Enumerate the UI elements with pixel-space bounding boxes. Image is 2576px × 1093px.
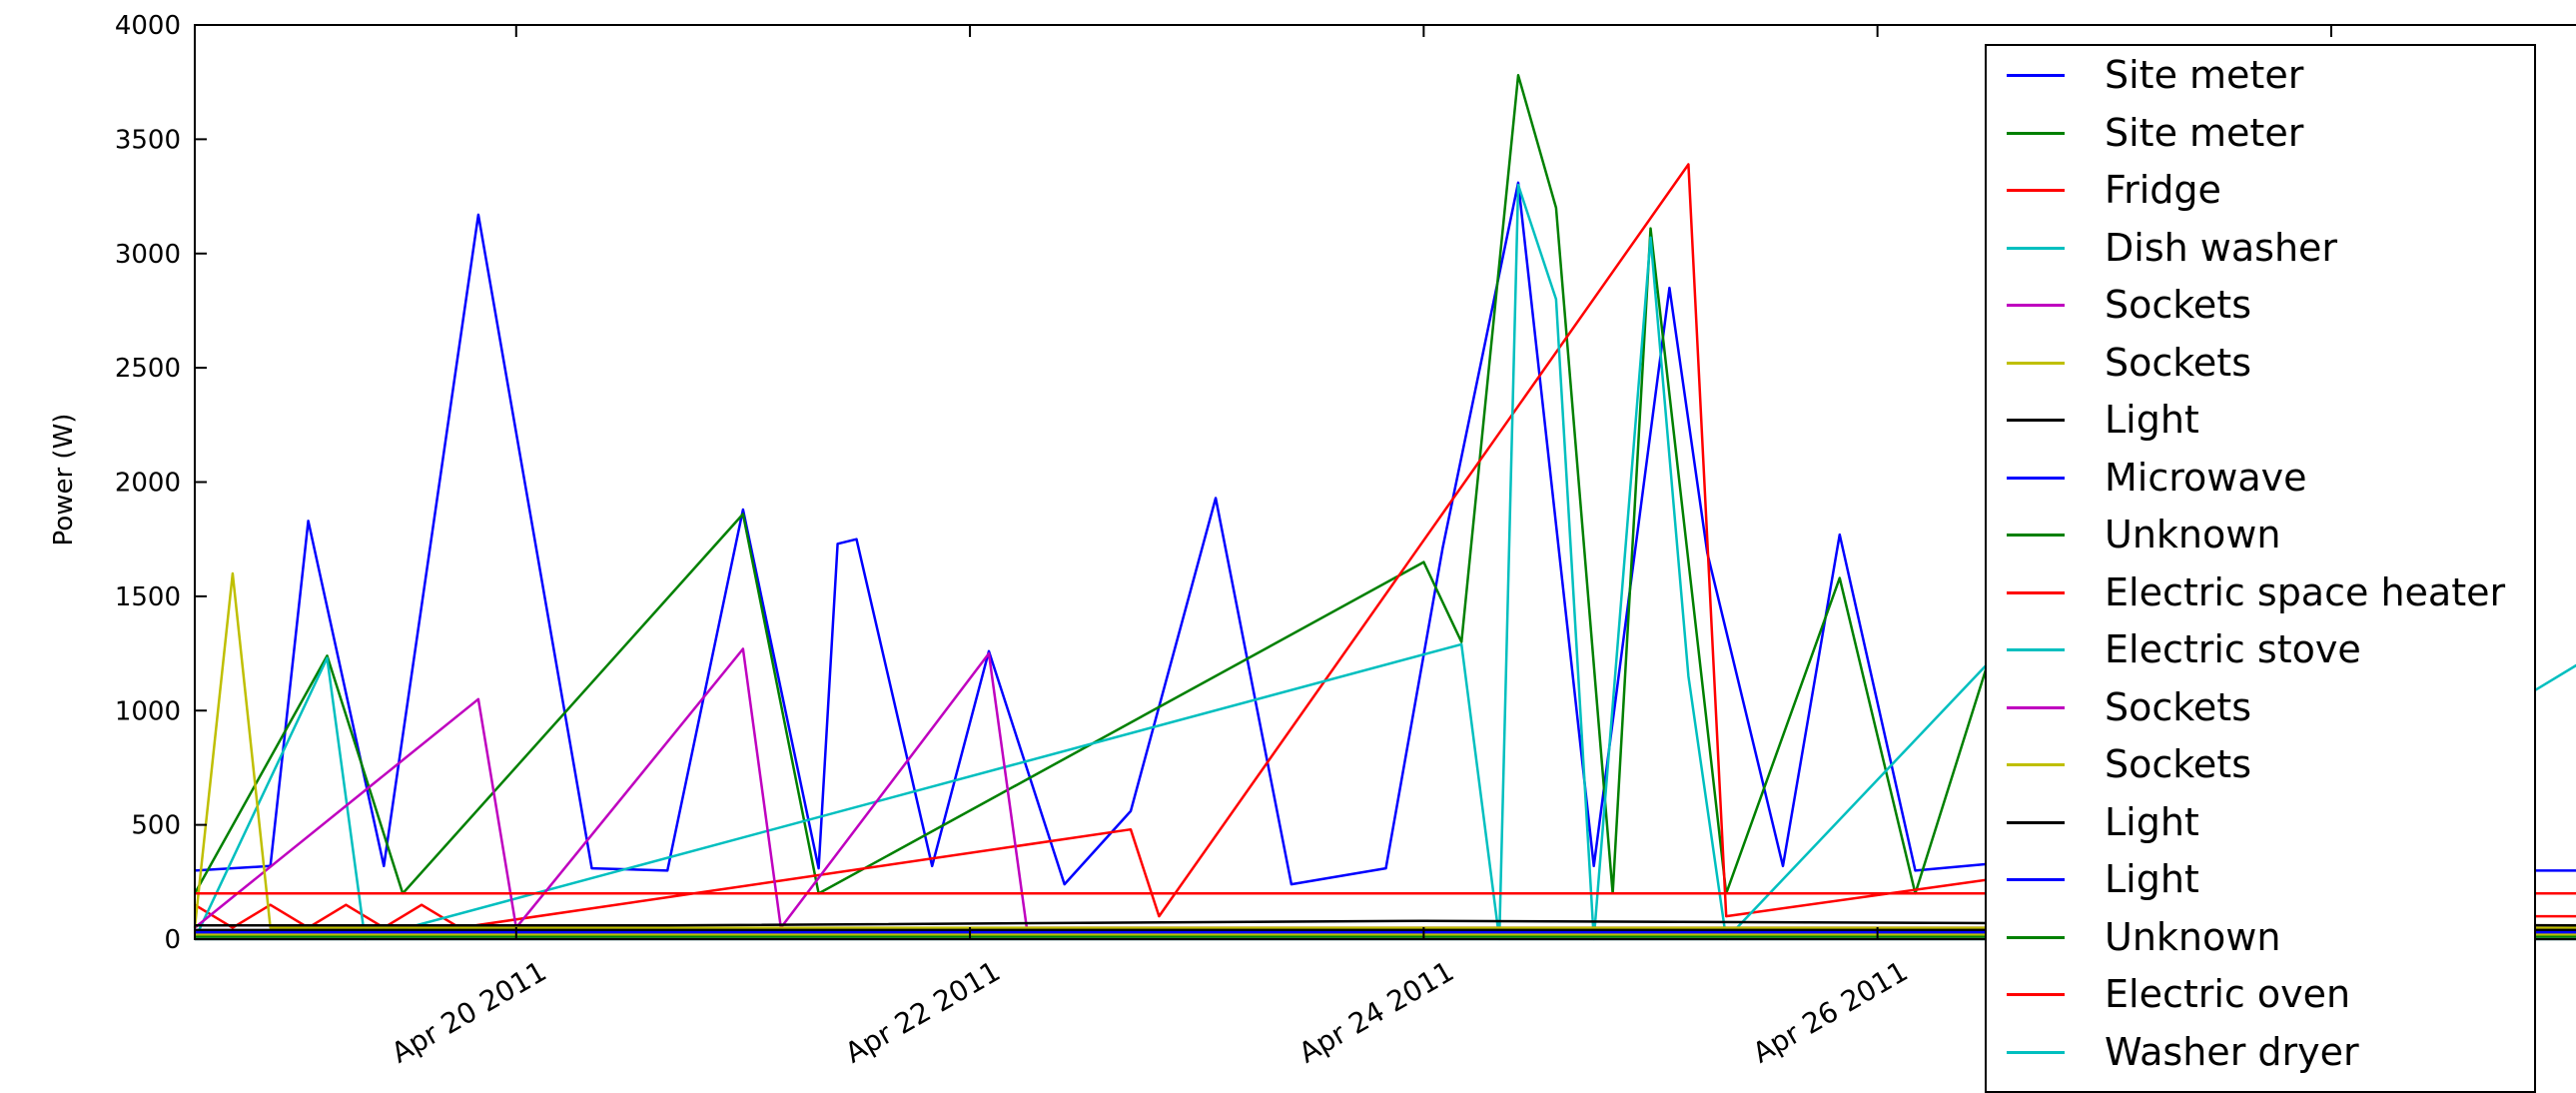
x-tick-label: Apr 26 2011 xyxy=(1747,954,1913,1069)
legend-item: Electric space heater xyxy=(1987,563,2534,620)
x-tick-label: Apr 20 2011 xyxy=(386,954,551,1069)
legend-item: Unknown xyxy=(1987,908,2534,965)
legend-item: Sockets xyxy=(1987,276,2534,333)
legend-label: Dish washer xyxy=(2105,225,2338,270)
legend-label: Electric space heater xyxy=(2105,569,2506,614)
y-tick-label: 500 xyxy=(131,811,181,841)
y-tick-label: 1000 xyxy=(115,696,181,726)
legend-swatch xyxy=(2007,74,2065,77)
legend-item: Fridge xyxy=(1987,161,2534,218)
legend-swatch xyxy=(2007,763,2065,766)
legend-label: Sockets xyxy=(2105,684,2251,729)
legend-item: Unknown xyxy=(1987,506,2534,562)
legend-item: Sockets xyxy=(1987,334,2534,391)
legend-item: Light xyxy=(1987,850,2534,907)
legend-label: Unknown xyxy=(2105,513,2281,556)
y-tick-label: 0 xyxy=(164,925,181,955)
legend-item: Light xyxy=(1987,793,2534,850)
legend-item: Site meter xyxy=(1987,46,2534,103)
legend-label: Washer dryer xyxy=(2105,1029,2359,1074)
legend: Site meter Site meter Fridge Dish washer Soc… xyxy=(1985,44,2536,1093)
x-tick-label: Apr 24 2011 xyxy=(1293,954,1459,1069)
y-tick-label: 4000 xyxy=(115,11,181,41)
legend-swatch xyxy=(2007,648,2065,651)
legend-swatch xyxy=(2007,419,2065,422)
legend-swatch xyxy=(2007,705,2065,709)
y-axis: 0 500 1000 1500 2000 2500 3000 3500 4000 xyxy=(115,11,207,955)
legend-label: Sockets xyxy=(2105,340,2251,385)
legend-label: Light xyxy=(2105,799,2199,844)
legend-label: Sockets xyxy=(2105,283,2251,327)
y-tick-label: 2000 xyxy=(115,469,181,499)
legend-item: Sockets xyxy=(1987,678,2534,735)
legend-label: Electric oven xyxy=(2105,972,2351,1016)
legend-swatch xyxy=(2007,131,2065,135)
legend-item: Dish washer xyxy=(1987,219,2534,276)
legend-label: Site meter xyxy=(2105,53,2304,97)
legend-swatch xyxy=(2007,189,2065,192)
legend-label: Sockets xyxy=(2105,742,2251,786)
legend-label: Electric stove xyxy=(2105,627,2361,671)
legend-label: Fridge xyxy=(2105,168,2221,212)
legend-swatch xyxy=(2007,246,2065,250)
legend-item: Microwave xyxy=(1987,449,2534,506)
legend-label: Site meter xyxy=(2105,110,2304,155)
legend-item: Electric oven xyxy=(1987,965,2534,1022)
y-tick-label: 3000 xyxy=(115,240,181,270)
legend-item: Electric stove xyxy=(1987,620,2534,677)
legend-item: Washer dryer xyxy=(1987,1023,2534,1080)
legend-swatch xyxy=(2007,1050,2065,1054)
legend-item: Light xyxy=(1987,391,2534,448)
y-tick-label: 1500 xyxy=(115,582,181,612)
legend-swatch xyxy=(2007,534,2065,537)
legend-label: Light xyxy=(2105,398,2199,442)
legend-swatch xyxy=(2007,476,2065,480)
legend-item: Sockets xyxy=(1987,735,2534,792)
legend-swatch xyxy=(2007,935,2065,939)
series-line-4 xyxy=(194,647,2576,929)
legend-swatch xyxy=(2007,361,2065,365)
legend-swatch xyxy=(2007,590,2065,594)
y-tick-label: 2500 xyxy=(115,354,181,384)
legend-label: Unknown xyxy=(2105,914,2281,959)
legend-label: Microwave xyxy=(2105,455,2307,500)
legend-swatch xyxy=(2007,820,2065,824)
legend-swatch xyxy=(2007,878,2065,881)
y-tick-label: 3500 xyxy=(115,125,181,155)
legend-swatch xyxy=(2007,993,2065,996)
legend-item: Site meter xyxy=(1987,104,2534,161)
legend-swatch xyxy=(2007,304,2065,307)
legend-label: Light xyxy=(2105,857,2199,901)
x-tick-label: Apr 22 2011 xyxy=(840,954,1006,1069)
y-axis-label: Power (W) xyxy=(49,414,79,546)
